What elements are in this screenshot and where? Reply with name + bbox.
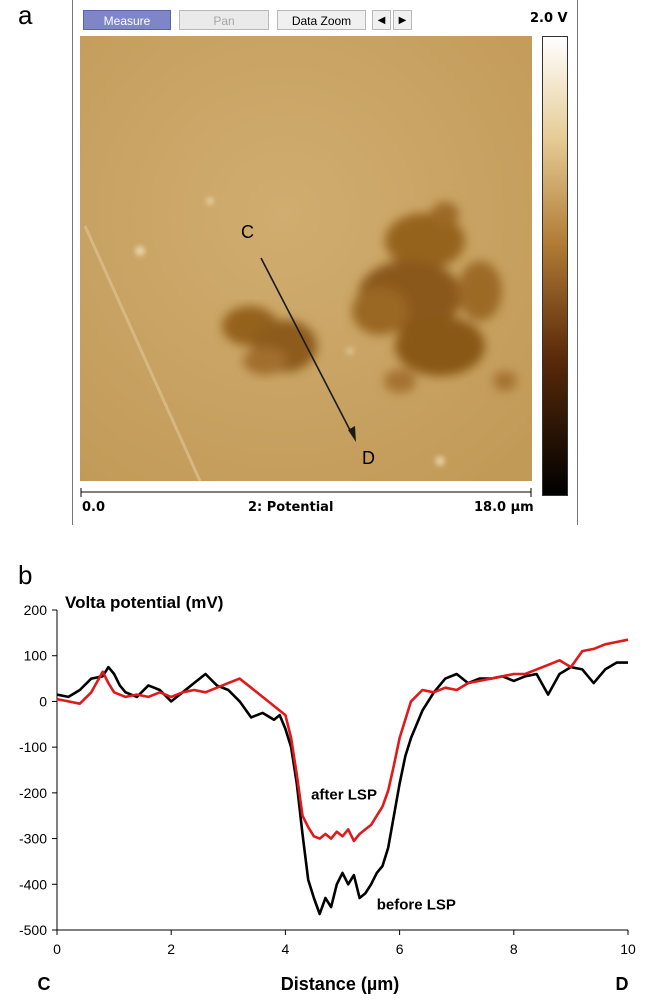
volta-potential-chart: Volta potential (mV) 2001000-100-200-300… xyxy=(19,593,636,994)
series-line-before-lsp xyxy=(56,661,628,916)
scale-max-label: 18.0 µm xyxy=(474,500,534,515)
dark-region-right xyxy=(352,202,517,393)
map-background xyxy=(80,36,532,481)
y-tick-label: -500 xyxy=(19,922,47,938)
y-tick-label: 100 xyxy=(24,648,48,664)
viewer-right-border xyxy=(577,0,578,525)
potential-colorbar xyxy=(542,36,568,496)
x-tick-label: 10 xyxy=(620,941,636,957)
panel-b-label: b xyxy=(18,560,33,590)
viewer-left-border xyxy=(72,0,73,525)
x-start-label: C xyxy=(38,974,51,994)
measure-button[interactable]: Measure xyxy=(83,10,171,30)
y-tick-label: -300 xyxy=(19,831,47,847)
profile-end-marker: D xyxy=(362,448,375,468)
x-tick-label: 6 xyxy=(396,941,404,957)
profile-arrowhead xyxy=(348,426,356,442)
scratch-mark xyxy=(83,225,202,481)
pan-button[interactable]: Pan xyxy=(179,10,269,30)
dark-region-left xyxy=(222,306,317,375)
annotation-after-lsp: after LSP xyxy=(311,787,377,804)
light-specks xyxy=(135,197,445,466)
previous-arrow-button[interactable]: ◀ xyxy=(372,10,391,30)
data-zoom-button[interactable]: Data Zoom xyxy=(277,10,366,30)
y-axis: 200 100 0 -100 -200 -300 -400 -500 xyxy=(19,602,58,938)
y-tick-label: 200 xyxy=(24,602,48,618)
annotation-layer: after LSP before LSP xyxy=(311,787,456,914)
colorbar-max-label: 2.0 V xyxy=(530,11,568,26)
y-tick-label: 0 xyxy=(39,693,47,709)
y-tick-label: -200 xyxy=(19,785,47,801)
series-line-after-lsp xyxy=(56,638,629,843)
x-tick-label: 2 xyxy=(167,941,175,957)
x-tick-label: 8 xyxy=(510,941,518,957)
series-layer xyxy=(56,638,629,916)
annotation-before-lsp: before LSP xyxy=(377,896,456,913)
y-tick-label: -400 xyxy=(19,876,47,892)
x-axis-title: Distance (µm) xyxy=(281,974,399,994)
next-arrow-button[interactable]: ▶ xyxy=(393,10,412,30)
x-end-label: D xyxy=(616,974,629,994)
x-axis: 0 2 4 6 8 10 xyxy=(53,929,636,957)
potential-map-image xyxy=(80,36,532,481)
scale-min-label: 0.0 xyxy=(82,500,106,515)
panel-a-label: a xyxy=(18,0,33,30)
profile-line xyxy=(260,257,353,435)
scale-channel-title: 2: Potential xyxy=(248,500,334,515)
profile-start-marker: C xyxy=(241,222,254,242)
x-tick-label: 4 xyxy=(282,941,290,957)
x-tick-label: 0 xyxy=(53,941,61,957)
chart-title: Volta potential (mV) xyxy=(65,593,223,612)
y-tick-label: -100 xyxy=(19,739,47,755)
scale-bar xyxy=(80,488,532,497)
